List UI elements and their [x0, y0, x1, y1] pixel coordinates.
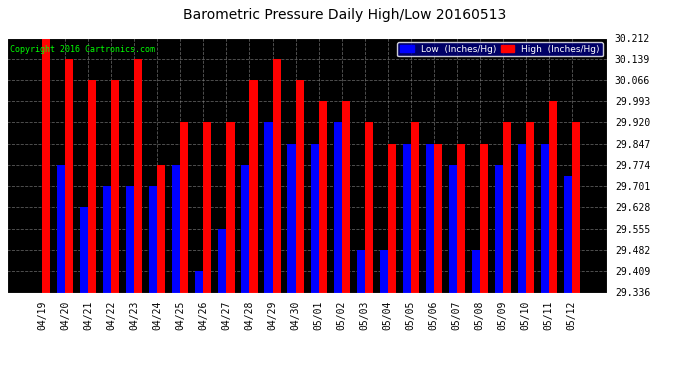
Bar [480, 144, 488, 292]
Bar [104, 186, 111, 292]
Bar [541, 144, 549, 292]
Bar [135, 59, 142, 292]
Bar [250, 80, 257, 292]
Bar [434, 144, 442, 292]
Bar [457, 144, 465, 292]
Bar [526, 123, 534, 292]
Bar [149, 186, 157, 292]
Bar [411, 123, 419, 292]
Bar [495, 165, 503, 292]
Bar [310, 144, 319, 292]
Bar [503, 123, 511, 292]
Bar [172, 165, 180, 292]
Bar [380, 250, 388, 292]
Bar [518, 144, 526, 292]
Bar [426, 144, 434, 292]
Bar [388, 144, 395, 292]
Bar [264, 123, 273, 292]
Bar [472, 250, 480, 292]
Bar [57, 165, 66, 292]
Bar [111, 80, 119, 292]
Bar [204, 123, 212, 292]
Bar [333, 123, 342, 292]
Bar [364, 123, 373, 292]
Bar [448, 165, 457, 292]
Bar [549, 101, 557, 292]
Bar [66, 59, 73, 292]
Bar [88, 80, 97, 292]
Bar [273, 59, 281, 292]
Legend: Low  (Inches/Hg), High  (Inches/Hg): Low (Inches/Hg), High (Inches/Hg) [397, 42, 602, 56]
Bar [80, 207, 88, 292]
Bar [357, 250, 364, 292]
Bar [195, 271, 204, 292]
Bar [126, 186, 135, 292]
Bar [564, 176, 572, 292]
Bar [241, 165, 250, 292]
Bar [402, 144, 411, 292]
Bar [42, 38, 50, 292]
Bar [288, 144, 295, 292]
Bar [157, 165, 166, 292]
Text: Barometric Pressure Daily High/Low 20160513: Barometric Pressure Daily High/Low 20160… [184, 8, 506, 21]
Bar [319, 101, 326, 292]
Bar [226, 123, 235, 292]
Bar [295, 80, 304, 292]
Bar [180, 123, 188, 292]
Text: Copyright 2016 Cartronics.com: Copyright 2016 Cartronics.com [10, 45, 155, 54]
Bar [219, 229, 226, 292]
Bar [342, 101, 350, 292]
Bar [572, 123, 580, 292]
